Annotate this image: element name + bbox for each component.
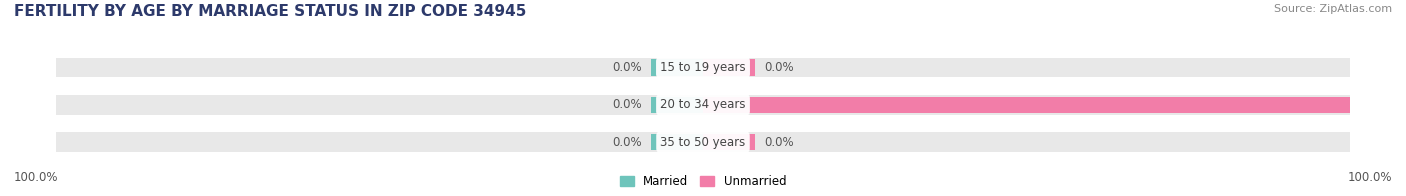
Bar (651, 134, 703, 150)
Text: 0.0%: 0.0% (765, 136, 794, 149)
Bar (651, 97, 703, 113)
Text: Source: ZipAtlas.com: Source: ZipAtlas.com (1274, 4, 1392, 14)
Bar (651, 59, 703, 76)
Text: FERTILITY BY AGE BY MARRIAGE STATUS IN ZIP CODE 34945: FERTILITY BY AGE BY MARRIAGE STATUS IN Z… (14, 4, 526, 19)
Text: 0.0%: 0.0% (765, 61, 794, 74)
Text: 100.0%: 100.0% (14, 171, 59, 184)
Text: 0.0%: 0.0% (612, 61, 641, 74)
Text: 35 to 50 years: 35 to 50 years (661, 136, 745, 149)
Bar (703, 97, 1350, 113)
Text: 100.0%: 100.0% (1360, 98, 1405, 111)
Text: 100.0%: 100.0% (1347, 171, 1392, 184)
Bar (56, 132, 1350, 152)
Bar (56, 58, 1350, 77)
Text: 15 to 19 years: 15 to 19 years (661, 61, 745, 74)
Bar (703, 134, 755, 150)
Bar (56, 95, 1350, 114)
Text: 20 to 34 years: 20 to 34 years (661, 98, 745, 111)
Text: 0.0%: 0.0% (612, 98, 641, 111)
Bar (703, 59, 755, 76)
Legend: Married, Unmarried: Married, Unmarried (620, 175, 786, 188)
Text: 0.0%: 0.0% (612, 136, 641, 149)
